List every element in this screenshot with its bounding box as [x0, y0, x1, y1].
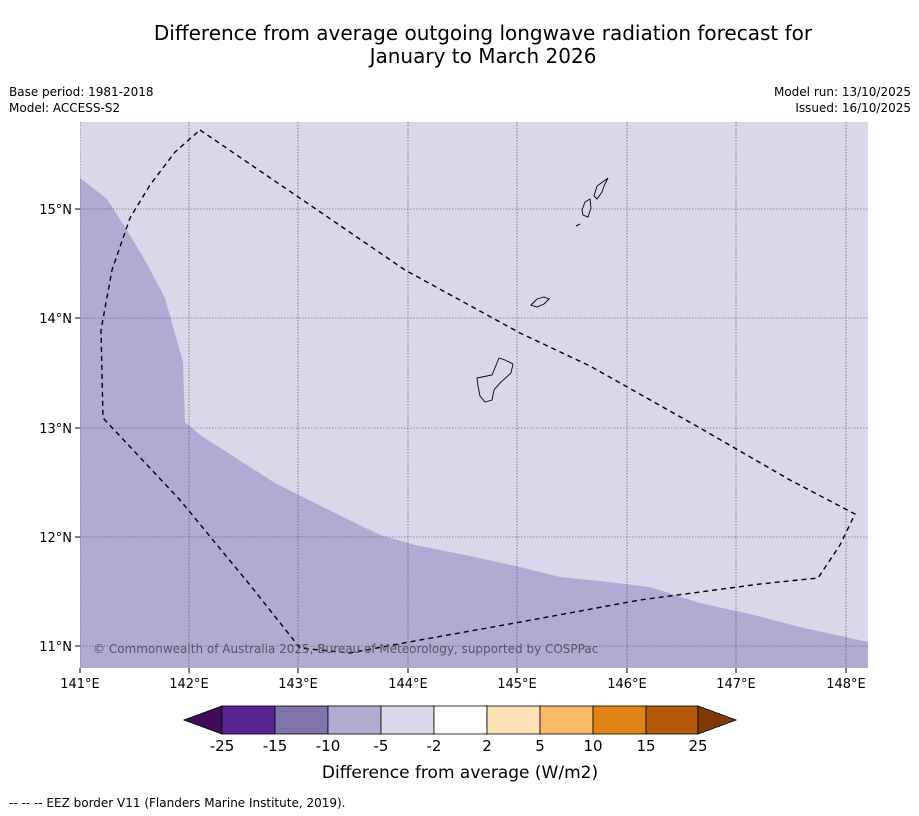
lat-label-11: 11°N: [39, 640, 72, 655]
copyright-text: © Commonwealth of Australia 2025, Bureau…: [93, 642, 598, 656]
lon-label-144: 144°E: [388, 677, 428, 692]
meta-right: Model run: 13/10/2025 Issued: 16/10/2025: [774, 84, 911, 116]
colorbar-tick-label: -25: [210, 737, 235, 755]
lon-label-147: 147°E: [716, 677, 756, 692]
lon-label-141: 141°E: [60, 677, 100, 692]
lon-label-142: 142°E: [169, 677, 209, 692]
colorbar-segment-5: [433, 705, 488, 735]
colorbar-segment-2: [274, 705, 329, 735]
title-line-1: Difference from average outgoing longwav…: [153, 21, 813, 45]
axis-ticks: [75, 208, 847, 673]
island-rota: [530, 296, 550, 308]
colorbar-tick-label: 25: [688, 737, 707, 755]
colorbar-tick-label: -10: [316, 737, 341, 755]
colorbar-segment-9: [645, 705, 699, 735]
colorbar-legend: [182, 705, 738, 735]
anomaly-region-minus10-minus5: [80, 178, 868, 668]
gridlines: [80, 122, 868, 668]
lon-label-145: 145°E: [497, 677, 537, 692]
title-line-2: January to March 2026: [369, 44, 597, 68]
colorbar-segment-3: [327, 705, 382, 735]
model-run: Model run: 13/10/2025: [773, 85, 911, 99]
colorbar-tick-label: 5: [535, 737, 545, 755]
lon-label-143: 143°E: [278, 677, 318, 692]
lat-label-12: 12°N: [39, 531, 72, 546]
island-saipan: [593, 177, 609, 200]
base-period: Base period: 1981-2018: [9, 85, 154, 99]
colorbar-tick-label: 10: [583, 737, 602, 755]
colorbar-title: Difference from average (W/m2): [322, 763, 598, 783]
eez-border: [100, 129, 856, 654]
colorbar-segment-4: [380, 705, 435, 735]
eez-footnote: -- -- -- EEZ border V11 (Flanders Marine…: [9, 796, 346, 810]
issued-date: Issued: 16/10/2025: [795, 101, 911, 115]
lat-label-14: 14°N: [39, 312, 72, 327]
colorbar-segment-6: [486, 705, 541, 735]
island-tinian: [581, 198, 592, 218]
lon-label-146: 146°E: [607, 677, 647, 692]
colorbar-high-extension: [697, 705, 738, 735]
meta-left: Base period: 1981-2018 Model: ACCESS-S2: [9, 84, 154, 116]
chart-title: Difference from average outgoing longwav…: [0, 22, 919, 68]
lon-label-148: 148°E: [826, 677, 866, 692]
lat-label-13: 13°N: [39, 422, 72, 437]
colorbar-segment-1: [221, 705, 276, 735]
colorbar-tick-label: -15: [263, 737, 288, 755]
colorbar-segment-8: [592, 705, 647, 735]
model-name: Model: ACCESS-S2: [9, 101, 121, 115]
colorbar-low-extension: [182, 705, 223, 735]
island-aguijan: [575, 223, 581, 227]
colorbar-tick-label: 15: [636, 737, 655, 755]
colorbar-tick-label: -2: [427, 737, 442, 755]
lat-label-15: 15°N: [39, 203, 72, 218]
island-guam: [476, 357, 514, 403]
colorbar-segment-7: [539, 705, 594, 735]
colorbar-tick-label: 2: [482, 737, 492, 755]
colorbar-tick-label: -5: [374, 737, 389, 755]
